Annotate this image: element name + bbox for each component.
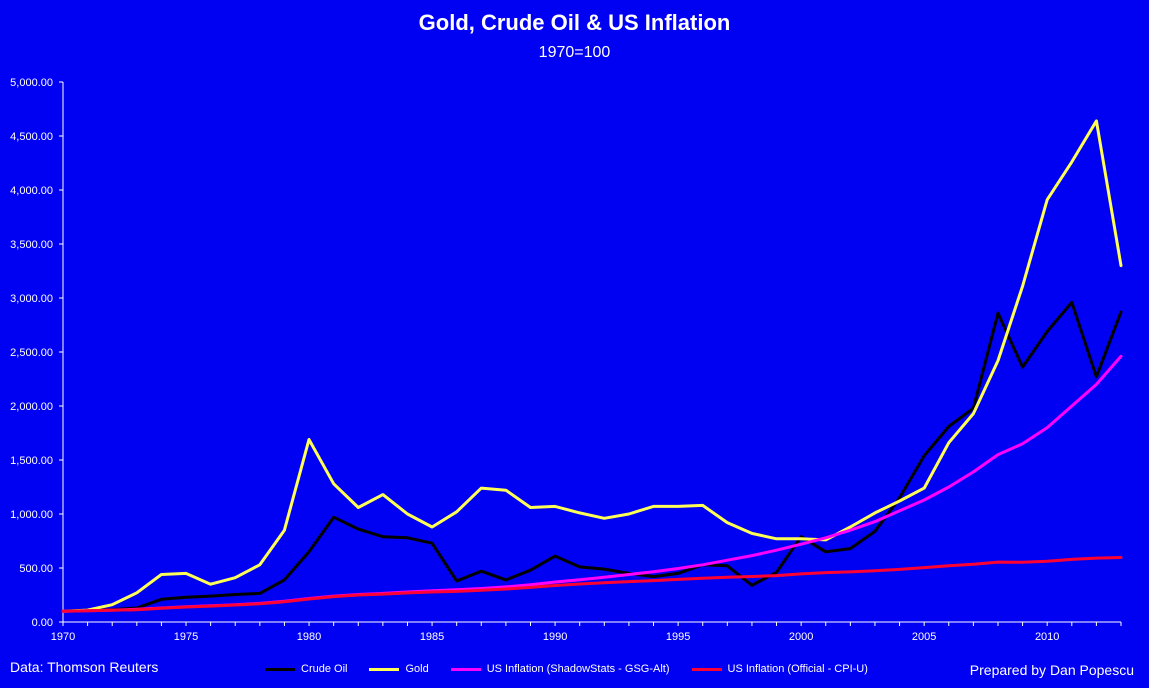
y-tick-label: 500.00 xyxy=(19,563,53,575)
legend-item-crude-oil: Crude Oil xyxy=(265,663,347,675)
legend-swatch-crude-oil xyxy=(265,667,295,671)
series-line-shadowstats-inflation xyxy=(61,354,1123,613)
legend-item-shadowstats: US Inflation (ShadowStats - GSG-Alt) xyxy=(450,663,670,675)
legend-swatch-cpi-u xyxy=(691,667,722,671)
y-tick-label: 0.00 xyxy=(32,617,53,629)
y-tick-label: 4,500.00 xyxy=(10,131,53,143)
chart-title: Gold, Crude Oil & US Inflation xyxy=(418,10,731,35)
series-line-cpi-u-inflation xyxy=(61,556,1123,613)
y-tick-label: 1,500.00 xyxy=(10,455,53,467)
x-tick-label: 2010 xyxy=(1035,631,1059,643)
y-tick-label: 5,000.00 xyxy=(10,77,53,89)
x-tick-label: 1995 xyxy=(666,631,690,643)
legend-label-gold: Gold xyxy=(405,663,429,675)
legend-label-shadowstats: US Inflation (ShadowStats - GSG-Alt) xyxy=(486,663,670,675)
legend-item-gold: Gold xyxy=(369,663,429,675)
credit: Prepared by Dan Popescu xyxy=(969,662,1134,678)
series-line-gold xyxy=(61,119,1123,613)
x-tick-label: 2005 xyxy=(912,631,936,643)
legend-swatch-gold xyxy=(369,667,400,671)
x-tick-label: 1990 xyxy=(543,631,567,643)
legend-swatch-shadowstats xyxy=(450,667,481,671)
x-tick-label: 1970 xyxy=(51,631,75,643)
y-tick-label: 4,000.00 xyxy=(10,185,53,197)
data-source: Data: Thomson Reuters xyxy=(10,659,159,675)
y-tick-label: 3,000.00 xyxy=(10,293,53,305)
legend: Crude Oil Gold US Inflation (ShadowStats… xyxy=(265,660,890,678)
y-tick-label: 2,000.00 xyxy=(10,401,53,413)
x-tick-label: 2000 xyxy=(789,631,813,643)
y-tick-label: 2,500.00 xyxy=(10,347,53,359)
x-tick-label: 1980 xyxy=(297,631,321,643)
x-tick-label: 1975 xyxy=(174,631,198,643)
chart-subtitle: 1970=100 xyxy=(538,44,611,61)
x-tick-label: 1985 xyxy=(420,631,444,643)
y-tick-label: 1,000.00 xyxy=(10,509,53,521)
legend-label-crude-oil: Crude Oil xyxy=(301,663,348,675)
series-line-crude-oil xyxy=(61,300,1123,613)
legend-item-cpi-u: US Inflation (Official - CPI-U) xyxy=(691,663,868,675)
y-tick-label: 3,500.00 xyxy=(10,239,53,251)
legend-label-cpi-u: US Inflation (Official - CPI-U) xyxy=(727,663,868,675)
